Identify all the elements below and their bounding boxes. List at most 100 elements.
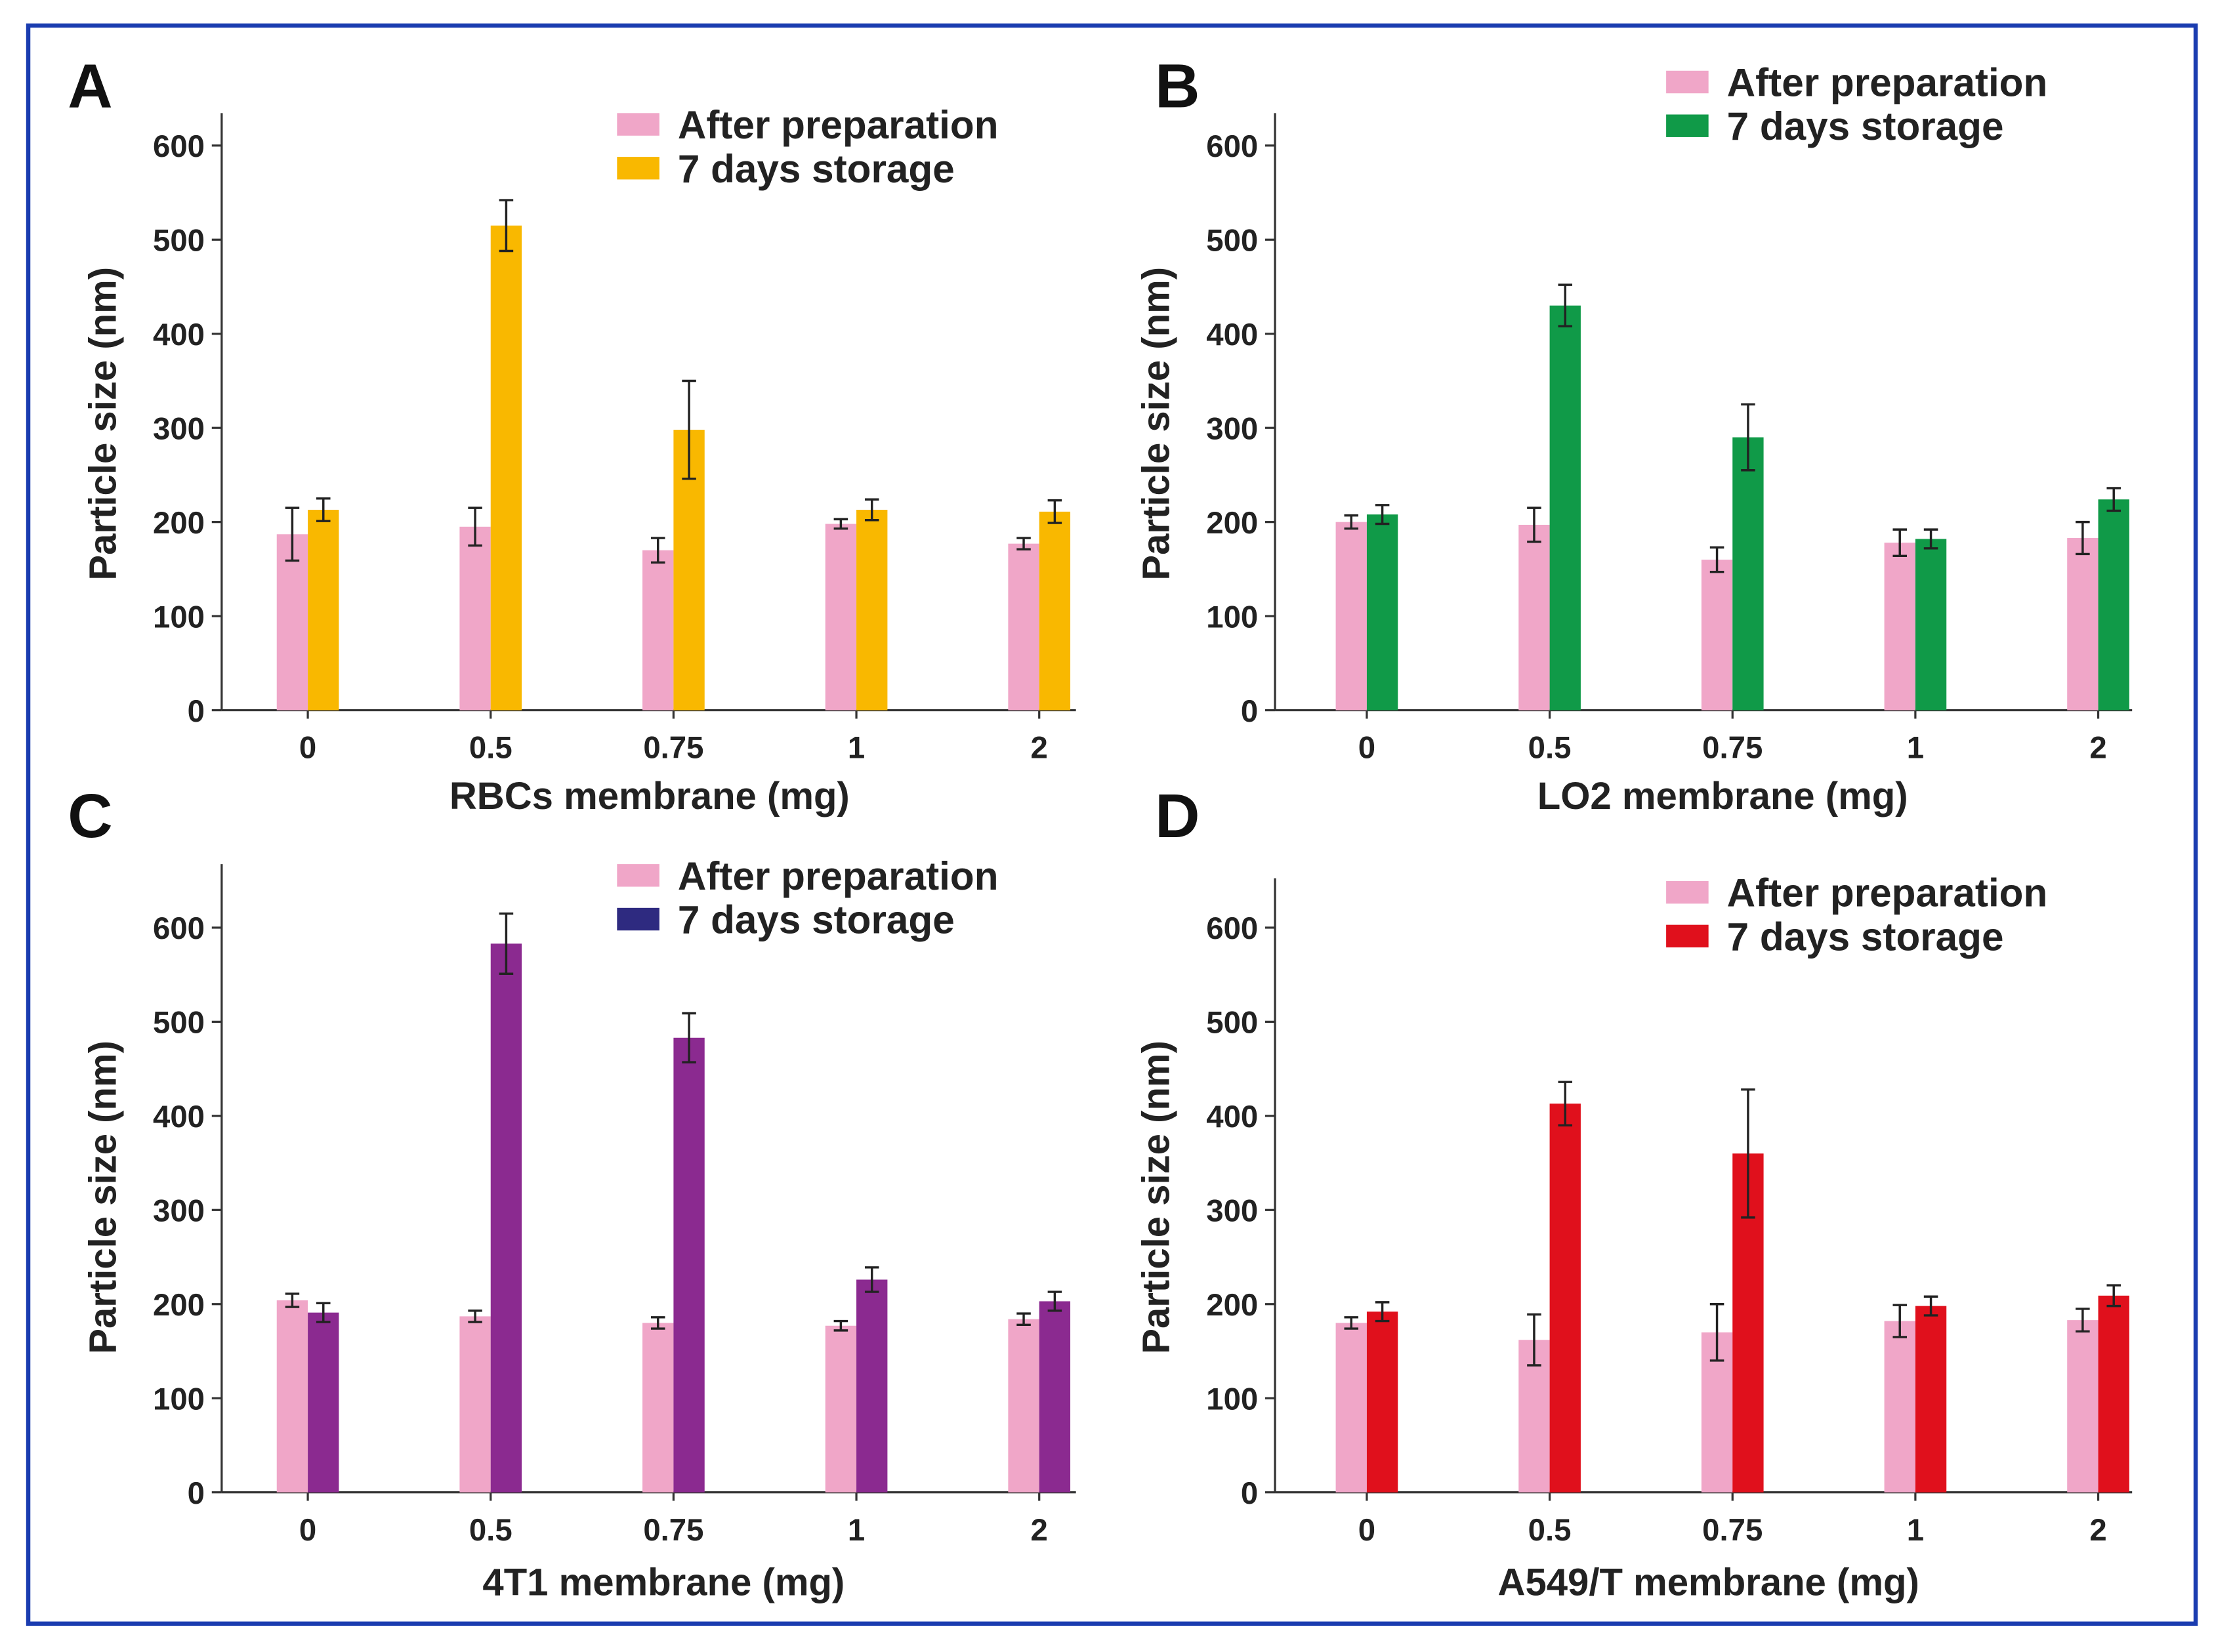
y-tick-label: 300 bbox=[153, 1194, 205, 1229]
y-tick-label: 500 bbox=[1206, 1006, 1258, 1041]
bar-after-preparation bbox=[1518, 524, 1550, 711]
bar-after-preparation bbox=[1884, 543, 1915, 711]
x-tick-label: 1 bbox=[848, 1513, 865, 1548]
x-tick-label: 0.5 bbox=[1528, 731, 1572, 766]
y-tick-label: 400 bbox=[1206, 1100, 1258, 1134]
panel-letter: B bbox=[1155, 52, 1200, 121]
bar-7-days-storage bbox=[2098, 1295, 2129, 1493]
x-tick-label: 0 bbox=[299, 1513, 316, 1548]
bar-7-days-storage bbox=[1732, 437, 1764, 711]
bar-after-preparation bbox=[1335, 522, 1367, 711]
y-tick-label: 500 bbox=[1206, 224, 1258, 258]
bar-after-preparation bbox=[459, 1316, 491, 1493]
y-tick-label: 400 bbox=[153, 318, 205, 352]
y-tick-label: 600 bbox=[153, 129, 205, 164]
legend-label: After preparation bbox=[678, 854, 999, 898]
bar-7-days-storage bbox=[856, 1279, 888, 1493]
legend-label: 7 days storage bbox=[1727, 104, 2004, 148]
y-axis-label: Particle size (nm) bbox=[81, 1041, 124, 1354]
bar-7-days-storage bbox=[308, 510, 339, 711]
legend-swatch bbox=[1666, 924, 1709, 948]
x-tick-label: 0 bbox=[1358, 1513, 1375, 1548]
bar-after-preparation bbox=[1008, 543, 1039, 711]
y-axis-label: Particle size (nm) bbox=[1135, 267, 1178, 581]
bar-7-days-storage bbox=[490, 943, 522, 1493]
bar-after-preparation bbox=[1884, 1321, 1915, 1493]
bar-7-days-storage bbox=[673, 1037, 705, 1493]
y-tick-label: 100 bbox=[153, 1382, 205, 1416]
bar-7-days-storage bbox=[856, 510, 888, 711]
y-tick-label: 100 bbox=[153, 600, 205, 634]
x-tick-label: 1 bbox=[1907, 731, 1924, 766]
y-tick-label: 300 bbox=[1206, 411, 1258, 446]
legend-swatch bbox=[617, 157, 659, 180]
legend-label: 7 days storage bbox=[1727, 914, 2004, 959]
y-tick-label: 100 bbox=[1206, 600, 1258, 634]
x-axis-label: 4T1 membrane (mg) bbox=[482, 1561, 845, 1604]
bar-after-preparation bbox=[2067, 538, 2099, 711]
legend-swatch bbox=[617, 907, 659, 931]
x-axis-label: LO2 membrane (mg) bbox=[1537, 775, 1908, 817]
y-tick-label: 200 bbox=[153, 506, 205, 541]
y-tick-label: 400 bbox=[1206, 318, 1258, 352]
panel-letter: A bbox=[68, 52, 112, 121]
y-tick-label: 300 bbox=[153, 411, 205, 446]
y-tick-label: 200 bbox=[1206, 506, 1258, 541]
x-tick-label: 1 bbox=[848, 731, 865, 766]
y-tick-label: 0 bbox=[188, 694, 205, 729]
x-tick-label: 0 bbox=[299, 731, 316, 766]
y-tick-label: 0 bbox=[1241, 1476, 1258, 1511]
bar-7-days-storage bbox=[490, 225, 522, 711]
legend-swatch bbox=[1666, 114, 1709, 137]
y-tick-label: 500 bbox=[153, 224, 205, 258]
x-tick-label: 0.75 bbox=[643, 1513, 703, 1548]
y-tick-label: 0 bbox=[188, 1476, 205, 1511]
figure-border bbox=[26, 23, 2198, 1626]
x-tick-label: 0.5 bbox=[469, 731, 512, 766]
bar-7-days-storage bbox=[1915, 539, 1947, 711]
panel-letter: D bbox=[1155, 781, 1200, 851]
x-axis-label: RBCs membrane (mg) bbox=[449, 775, 850, 817]
x-tick-label: 0.5 bbox=[469, 1513, 512, 1548]
bar-after-preparation bbox=[825, 1325, 857, 1493]
bar-7-days-storage bbox=[1366, 514, 1398, 711]
y-tick-label: 0 bbox=[1241, 694, 1258, 729]
legend-label: After preparation bbox=[1727, 60, 2048, 105]
y-tick-label: 200 bbox=[153, 1288, 205, 1323]
legend-swatch bbox=[617, 864, 659, 887]
bar-7-days-storage bbox=[1039, 511, 1071, 711]
legend-label: 7 days storage bbox=[678, 146, 955, 191]
y-tick-label: 600 bbox=[1206, 129, 1258, 164]
y-axis-label: Particle size (nm) bbox=[1135, 1041, 1178, 1354]
x-tick-label: 1 bbox=[1907, 1513, 1924, 1548]
legend-label: 7 days storage bbox=[678, 898, 955, 942]
bar-after-preparation bbox=[276, 534, 308, 711]
x-tick-label: 0.75 bbox=[1702, 1513, 1763, 1548]
x-tick-label: 0.75 bbox=[643, 731, 703, 766]
legend-label: After preparation bbox=[1727, 871, 2048, 915]
x-tick-label: 0.75 bbox=[1702, 731, 1763, 766]
x-tick-label: 2 bbox=[2089, 1513, 2106, 1548]
bar-7-days-storage bbox=[1366, 1311, 1398, 1493]
bar-7-days-storage bbox=[1549, 305, 1581, 711]
bar-after-preparation bbox=[642, 550, 674, 711]
bar-7-days-storage bbox=[2098, 499, 2129, 711]
y-tick-label: 200 bbox=[1206, 1288, 1258, 1323]
bar-after-preparation bbox=[1701, 560, 1733, 711]
x-tick-label: 0.5 bbox=[1528, 1513, 1572, 1548]
y-axis-label: Particle size (nm) bbox=[81, 267, 124, 581]
bar-after-preparation bbox=[459, 526, 491, 711]
bar-after-preparation bbox=[642, 1323, 674, 1493]
bar-7-days-storage bbox=[1039, 1301, 1071, 1493]
y-tick-label: 500 bbox=[153, 1006, 205, 1041]
bar-7-days-storage bbox=[1915, 1306, 1947, 1493]
x-tick-label: 2 bbox=[1031, 731, 1048, 766]
y-tick-label: 300 bbox=[1206, 1194, 1258, 1229]
legend-swatch bbox=[1666, 70, 1709, 94]
panel-letter: C bbox=[68, 781, 112, 851]
legend-swatch bbox=[1666, 880, 1709, 904]
x-tick-label: 2 bbox=[1031, 1513, 1048, 1548]
bar-after-preparation bbox=[276, 1300, 308, 1493]
y-tick-label: 100 bbox=[1206, 1382, 1258, 1416]
